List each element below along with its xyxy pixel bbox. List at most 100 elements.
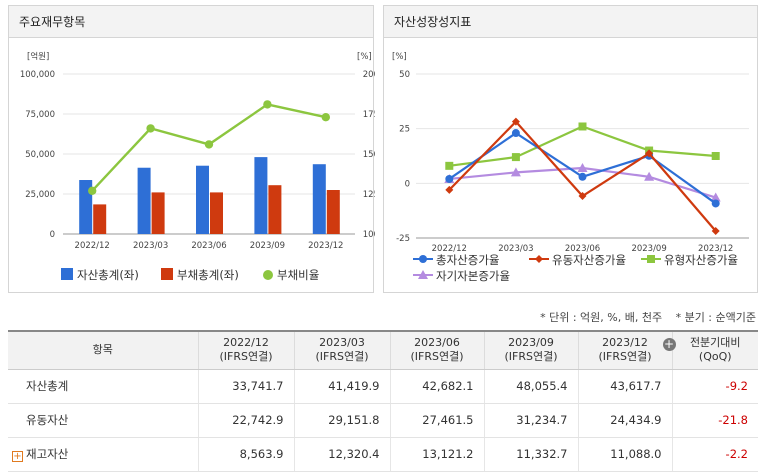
legend-item[interactable]: 유형자산증가율: [640, 252, 738, 268]
period-note: * 분기 : 순액기준: [675, 311, 756, 324]
legend-square-icon: [161, 268, 173, 280]
cell-value: 33,741.7: [197, 369, 294, 404]
series-point: [511, 153, 520, 162]
x-tick-label: 2023/12: [698, 244, 733, 254]
cell-value: 8,563.9: [197, 437, 294, 472]
series-point: [578, 122, 587, 131]
y-unit: [%]: [392, 52, 407, 62]
legend-label: 총자산증가율: [436, 253, 500, 267]
financial-items-panel: 주요재무항목 0 25,000 50,000 75,000 100,000 100 125 1…: [8, 5, 375, 293]
series-point: [711, 227, 720, 236]
asset-growth-title: 자산성장성지표: [384, 6, 757, 38]
y-right-tick: 125: [363, 190, 375, 200]
debt-ratio-point: [88, 186, 97, 195]
cell-value: 31,234.7: [483, 403, 578, 438]
series-2: [445, 122, 720, 170]
x-tick-label: 2022/12: [432, 244, 467, 254]
add-column-icon[interactable]: +: [662, 337, 676, 351]
cell-value: 24,434.9: [577, 403, 672, 438]
table-header-row: 항목 2022/12 (IFRS연결) 2023/03 (IFRS연결) 2023/…: [8, 330, 758, 370]
legend-triangle-icon: [413, 270, 433, 279]
y-tick: 25: [399, 125, 410, 135]
series-point: [511, 117, 520, 126]
legend-item[interactable]: 부채비율: [263, 267, 319, 283]
y-left-tick: 100,000: [20, 70, 55, 80]
asset-growth-panel: 자산성장성지표 -25 0 25 50 [%] 2022/12 2023/03 2023/06…: [383, 5, 758, 293]
legend-item[interactable]: 유동자산증가율: [528, 252, 626, 268]
legend-square-icon: [61, 268, 73, 280]
y-right-tick: 100: [363, 230, 375, 240]
series-point: [510, 167, 521, 177]
y-tick: 50: [399, 70, 410, 80]
row-label-expandable[interactable]: + 재고자산: [8, 437, 198, 472]
bar-assets: [196, 165, 209, 234]
expand-plus-icon[interactable]: +: [12, 451, 23, 462]
legend-label: 자기자본증가율: [436, 269, 511, 283]
x-tick-label: 2023/06: [191, 241, 226, 251]
bar-liabilities: [268, 185, 282, 234]
header-period: 2023/12 (IFRS연결) +: [577, 330, 676, 370]
legend-circle-icon: [263, 270, 273, 280]
cell-value: 11,332.7: [483, 437, 578, 472]
x-tick-label: 2023/12: [308, 241, 343, 251]
x-tick-label: 2023/03: [133, 241, 168, 251]
series-point: [445, 174, 454, 183]
financial-items-title: 주요재무항목: [9, 6, 373, 38]
legend-item[interactable]: 자기자본증가율: [412, 268, 510, 284]
bar-assets: [137, 167, 151, 234]
x-tick-label: 2023/06: [565, 244, 600, 254]
y-left-tick: 0: [50, 230, 55, 240]
series-point: [644, 171, 655, 181]
legend-item[interactable]: 총자산증가율: [412, 252, 499, 268]
bar-liabilities: [326, 190, 340, 234]
legend-circle-icon: [413, 255, 433, 263]
bar-liabilities: [93, 204, 107, 234]
series-point: [578, 192, 587, 201]
header-period: 2023/09 (IFRS연결): [483, 330, 578, 370]
header-item: 항목: [8, 330, 198, 370]
series-point: [577, 163, 588, 173]
cell-value: 43,617.7: [577, 369, 672, 404]
cell-value: 13,121.2: [389, 437, 484, 472]
y-right-tick: 175: [363, 110, 375, 120]
series-point: [645, 149, 654, 158]
legend-label: 유형자산증가율: [664, 253, 739, 267]
y-right-tick: 200: [363, 70, 375, 80]
table-row: 자산총계 33,741.7 41,419.9 42,682.1 48,055.4…: [8, 369, 758, 404]
table-row: + 재고자산 8,563.9 12,320.4 13,121.2 11,332.7…: [8, 437, 758, 472]
legend-marker: [419, 255, 427, 263]
legend-marker: [418, 270, 428, 279]
cell-value: 29,151.8: [293, 403, 390, 438]
header-period: 2022/12 (IFRS연결): [197, 330, 294, 370]
y-right-tick: 150: [363, 150, 375, 160]
series-point: [445, 161, 454, 170]
y-right-unit: [%]: [357, 52, 372, 62]
bar-assets: [312, 164, 326, 234]
financial-items-legend: 자산총계(좌) 부채총계(좌) 부채비율: [9, 267, 375, 287]
debt-ratio-point: [204, 140, 214, 149]
y-tick: 0: [405, 179, 410, 189]
legend-label: 부채총계(좌): [177, 268, 239, 282]
cell-value: 11,088.0: [577, 437, 672, 472]
cell-qoq: -9.2: [671, 369, 758, 404]
table-notes: * 단위 : 억원, %, 배, 천주 * 분기 : 순액기준: [530, 309, 756, 325]
y-left-tick: 50,000: [25, 150, 55, 160]
header-qoq: 전분기대비 (QoQ): [671, 330, 758, 370]
legend-label: 부채비율: [277, 268, 320, 282]
series-line: [449, 125, 716, 167]
cell-value: 48,055.4: [483, 369, 578, 404]
unit-note: * 단위 : 억원, %, 배, 천주: [540, 311, 663, 324]
series-point: [511, 129, 520, 138]
series-point: [445, 185, 454, 194]
cell-value: 27,461.5: [389, 403, 484, 438]
header-period: 2023/06 (IFRS연결): [389, 330, 484, 370]
legend-diamond-icon: [529, 255, 549, 263]
y-left-tick: 25,000: [25, 190, 55, 200]
legend-item[interactable]: 자산총계(좌): [61, 267, 139, 283]
debt-ratio-point: [263, 100, 272, 109]
row-label: 유동자산: [8, 403, 198, 438]
financial-items-chart: 0 25,000 50,000 75,000 100,000 100 125 150 175 20…: [20, 51, 375, 251]
legend-item[interactable]: 부채총계(좌): [161, 267, 239, 283]
series-point: [711, 199, 720, 208]
